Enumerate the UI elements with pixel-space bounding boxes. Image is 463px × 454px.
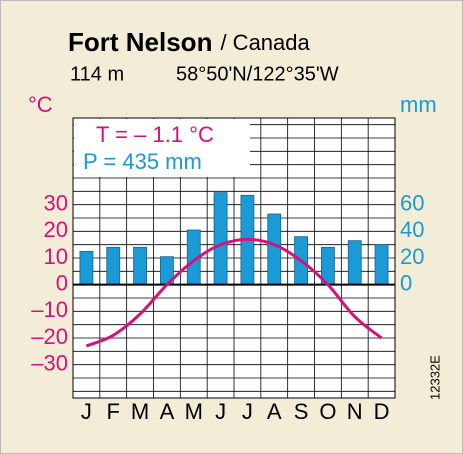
y-tick-label: –30 <box>31 350 68 375</box>
y2-tick-label: 0 <box>400 270 412 295</box>
x-tick-label: J <box>81 399 92 424</box>
y2-unit: mm <box>400 92 437 117</box>
chart-title: Fort Nelson / Canada <box>68 27 311 57</box>
x-tick-label: A <box>160 399 175 424</box>
x-tick-label: O <box>319 399 336 424</box>
x-tick-label: D <box>374 399 390 424</box>
precipitation-bar <box>133 246 147 286</box>
coordinates: 58°50'N/122°35'W <box>176 63 339 85</box>
precipitation-bar <box>213 192 228 286</box>
x-tick-label: J <box>215 399 226 424</box>
y-unit: °C <box>28 92 53 117</box>
subtitle: / Canada <box>220 30 310 55</box>
y-tick-label: –10 <box>31 297 68 322</box>
plot-border <box>72 117 396 399</box>
x-tick-label: F <box>107 399 120 424</box>
y2-tick-label: 60 <box>400 190 424 215</box>
precipitation-bar <box>267 213 282 286</box>
x-tick-label: A <box>267 399 282 424</box>
annotation: T = – 1.1 °C <box>96 122 214 147</box>
x-tick-label: M <box>131 399 149 424</box>
y-tick-label: 10 <box>44 244 68 269</box>
y-tick-label: –20 <box>31 324 68 349</box>
annotation: P = 435 mm <box>83 149 202 174</box>
elevation: 114 m <box>70 63 124 85</box>
x-tick-label: S <box>294 399 309 424</box>
title: Fort Nelson <box>68 27 212 57</box>
x-tick-label: M <box>185 399 203 424</box>
y2-tick-label: 20 <box>400 244 424 269</box>
precipitation-bar <box>106 246 121 286</box>
y2-tick-label: 40 <box>400 217 424 242</box>
precipitation-bar <box>347 240 362 286</box>
y-tick-label: 30 <box>44 190 68 215</box>
temperature-line <box>85 237 383 348</box>
x-tick-label: J <box>242 399 253 424</box>
annotation-box <box>74 119 250 177</box>
code: 12332E <box>427 355 442 400</box>
precipitation-bar <box>374 244 389 286</box>
precipitation-bar <box>79 250 94 286</box>
y-tick-label: 20 <box>44 217 68 242</box>
y-tick-label: 0 <box>56 270 68 295</box>
x-tick-label: N <box>347 399 363 424</box>
